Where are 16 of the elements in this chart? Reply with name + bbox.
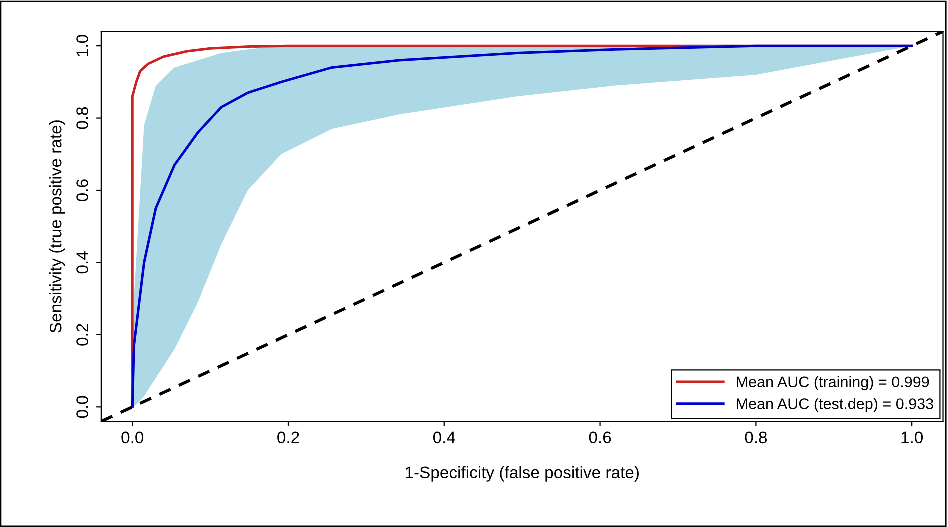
x-tick-label: 0.6 xyxy=(589,432,612,444)
x-axis-title: 1-Specificity (false positive rate) xyxy=(406,466,639,482)
y-tick-label: 0.4 xyxy=(76,252,88,274)
y-tick-label: 0.8 xyxy=(76,107,88,130)
x-tick-label: 0.8 xyxy=(745,432,768,444)
y-tick-label: 0.0 xyxy=(76,396,88,418)
x-tick-label: 0.4 xyxy=(433,432,456,444)
y-tick-label: 0.2 xyxy=(76,324,88,346)
x-tick-label: 0.0 xyxy=(122,432,144,444)
x-tick-label: 1.0 xyxy=(902,432,924,444)
y-tick-label: 1.0 xyxy=(76,35,88,56)
y-axis-title: Sensitivity (true positive rate) xyxy=(50,120,66,333)
legend-label: Mean AUC (training) = 0.999 xyxy=(737,376,930,391)
x-tick-label: 0.2 xyxy=(278,432,300,444)
y-tick-label: 0.6 xyxy=(76,180,88,202)
legend-label: Mean AUC (test.dep) = 0.933 xyxy=(737,398,934,412)
